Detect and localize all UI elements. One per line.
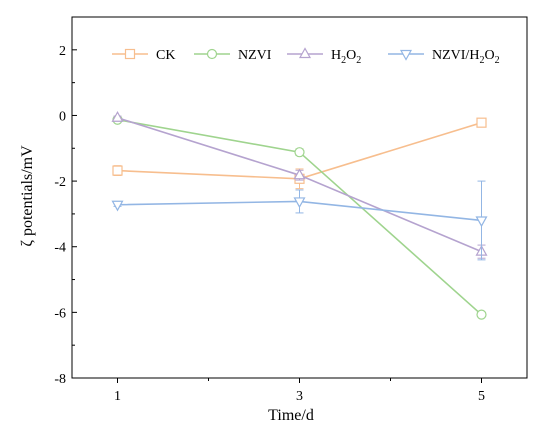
legend-entry-1: CK [112,48,175,63]
legend: CK NZVI H2O2 NZVI/H2O2 [112,47,500,66]
legend-marker [399,49,413,61]
legend-label: NZVI/H2O2 [432,48,500,66]
x-tick-label: 5 [478,389,485,404]
x-axis-label: Time/d [268,407,314,424]
data-point [476,117,487,128]
series-2 [112,114,487,320]
legend-entry-4: NZVI/H2O2 [388,48,500,66]
legend-marker [206,48,218,60]
data-point [111,200,124,212]
legend-entry-3: H2O2 [287,47,361,66]
legend-entry-2: NZVI [194,48,272,63]
y-tick-label: 0 [59,109,66,124]
y-tick-label: -6 [54,306,66,321]
x-tick-label: 1 [114,389,121,404]
x-tick-label: 3 [296,389,303,404]
legend-label: NZVI [238,48,272,63]
data-point [294,147,305,158]
y-tick-label: -2 [54,175,66,190]
data-point [293,197,306,209]
axes: 2 0 -2 -4 -6 -8 1 3 5 [54,16,528,404]
legend-marker [124,48,136,60]
data-point [293,168,306,180]
series-4 [111,180,488,261]
data-point [476,309,487,320]
y-tick-label: -4 [54,241,66,256]
data-point [111,111,124,122]
legend-marker [298,47,312,59]
y-tick-label: -8 [54,372,66,387]
data-point [112,165,123,176]
series-layer [111,111,488,320]
y-axis-label: ζ potentials/mV [19,145,36,247]
legend-label: H2O2 [331,48,361,66]
legend-label: CK [156,48,175,63]
y-tick-label: 2 [59,44,66,59]
data-point [475,216,488,228]
